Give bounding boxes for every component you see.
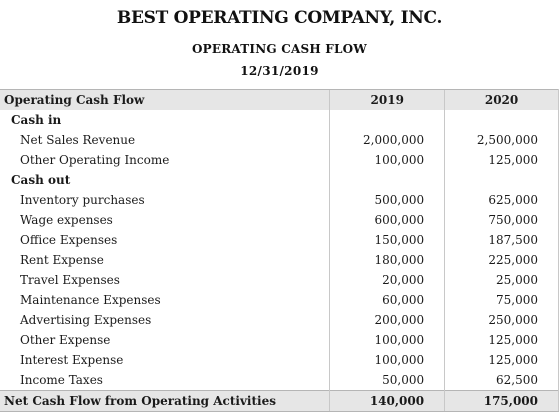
table-header-row: Operating Cash Flow 2019 2020 — [0, 89, 559, 110]
value-2020: 250,000 — [444, 310, 559, 330]
total-label: Net Cash Flow from Operating Activities — [0, 390, 330, 412]
table-row: Rent Expense 180,000 225,000 — [0, 250, 559, 270]
section-cash-out: Cash out — [0, 170, 559, 190]
value-2020: 2,500,000 — [444, 130, 559, 150]
row-label: Other Expense — [20, 332, 111, 347]
value-2019: 180,000 — [329, 250, 445, 270]
value-2019: 2,000,000 — [329, 130, 445, 150]
value-2020: 125,000 — [444, 330, 559, 350]
value-2020: 187,500 — [444, 230, 559, 250]
header-2019: 2019 — [329, 89, 445, 110]
row-label: Travel Expenses — [20, 272, 120, 287]
table-row: Other Expense 100,000 125,000 — [0, 330, 559, 350]
value-2020: 25,000 — [444, 270, 559, 290]
row-label: Rent Expense — [20, 252, 104, 267]
total-row: Net Cash Flow from Operating Activities … — [0, 390, 559, 412]
row-label: Wage expenses — [20, 212, 113, 227]
value-2019: 150,000 — [329, 230, 445, 250]
row-label: Maintenance Expenses — [20, 292, 161, 307]
total-2020: 175,000 — [444, 390, 559, 412]
row-label: Interest Expense — [20, 352, 124, 367]
value-2020: 75,000 — [444, 290, 559, 310]
company-name: BEST OPERATING COMPANY, INC. — [116, 8, 443, 28]
table-row: Other Operating Income 100,000 125,000 — [0, 150, 559, 170]
table-row: Travel Expenses 20,000 25,000 — [0, 270, 559, 290]
value-2020: 750,000 — [444, 210, 559, 230]
section-label: Cash out — [11, 172, 71, 187]
value-2020: 125,000 — [444, 150, 559, 170]
table-row: Net Sales Revenue 2,000,000 2,500,000 — [0, 130, 559, 150]
value-2019: 600,000 — [329, 210, 445, 230]
table-row: Interest Expense 100,000 125,000 — [0, 350, 559, 370]
table-row: Office Expenses 150,000 187,500 — [0, 230, 559, 250]
value-2019: 20,000 — [329, 270, 445, 290]
table-row: Inventory purchases 500,000 625,000 — [0, 190, 559, 210]
total-2019: 140,000 — [329, 390, 445, 412]
report-subtitle: OPERATING CASH FLOW — [192, 42, 367, 56]
value-2020: 225,000 — [444, 250, 559, 270]
value-2019: 100,000 — [329, 330, 445, 350]
row-label: Inventory purchases — [20, 192, 145, 207]
value-2019: 500,000 — [329, 190, 445, 210]
value-2020: 62,500 — [444, 370, 559, 391]
header-2020: 2020 — [444, 89, 559, 110]
value-2019: 60,000 — [329, 290, 445, 310]
row-label: Income Taxes — [20, 372, 103, 387]
report-date: 12/31/2019 — [240, 64, 319, 78]
row-label: Other Operating Income — [20, 152, 170, 167]
row-label: Office Expenses — [20, 232, 118, 247]
table-row: Income Taxes 50,000 62,500 — [0, 370, 559, 391]
header-label: Operating Cash Flow — [0, 89, 330, 110]
value-2019: 200,000 — [329, 310, 445, 330]
section-cash-in: Cash in — [0, 110, 559, 130]
value-2020: 625,000 — [444, 190, 559, 210]
value-2020: 125,000 — [444, 350, 559, 370]
table-row: Wage expenses 600,000 750,000 — [0, 210, 559, 230]
section-label: Cash in — [11, 112, 62, 127]
value-2019: 100,000 — [329, 150, 445, 170]
table-row: Advertising Expenses 200,000 250,000 — [0, 310, 559, 330]
cash-flow-table: Operating Cash Flow 2019 2020 Cash in Ne… — [0, 89, 559, 412]
value-2019: 100,000 — [329, 350, 445, 370]
table-row: Maintenance Expenses 60,000 75,000 — [0, 290, 559, 310]
row-label: Advertising Expenses — [20, 312, 152, 327]
value-2019: 50,000 — [329, 370, 445, 391]
row-label: Net Sales Revenue — [20, 132, 136, 147]
